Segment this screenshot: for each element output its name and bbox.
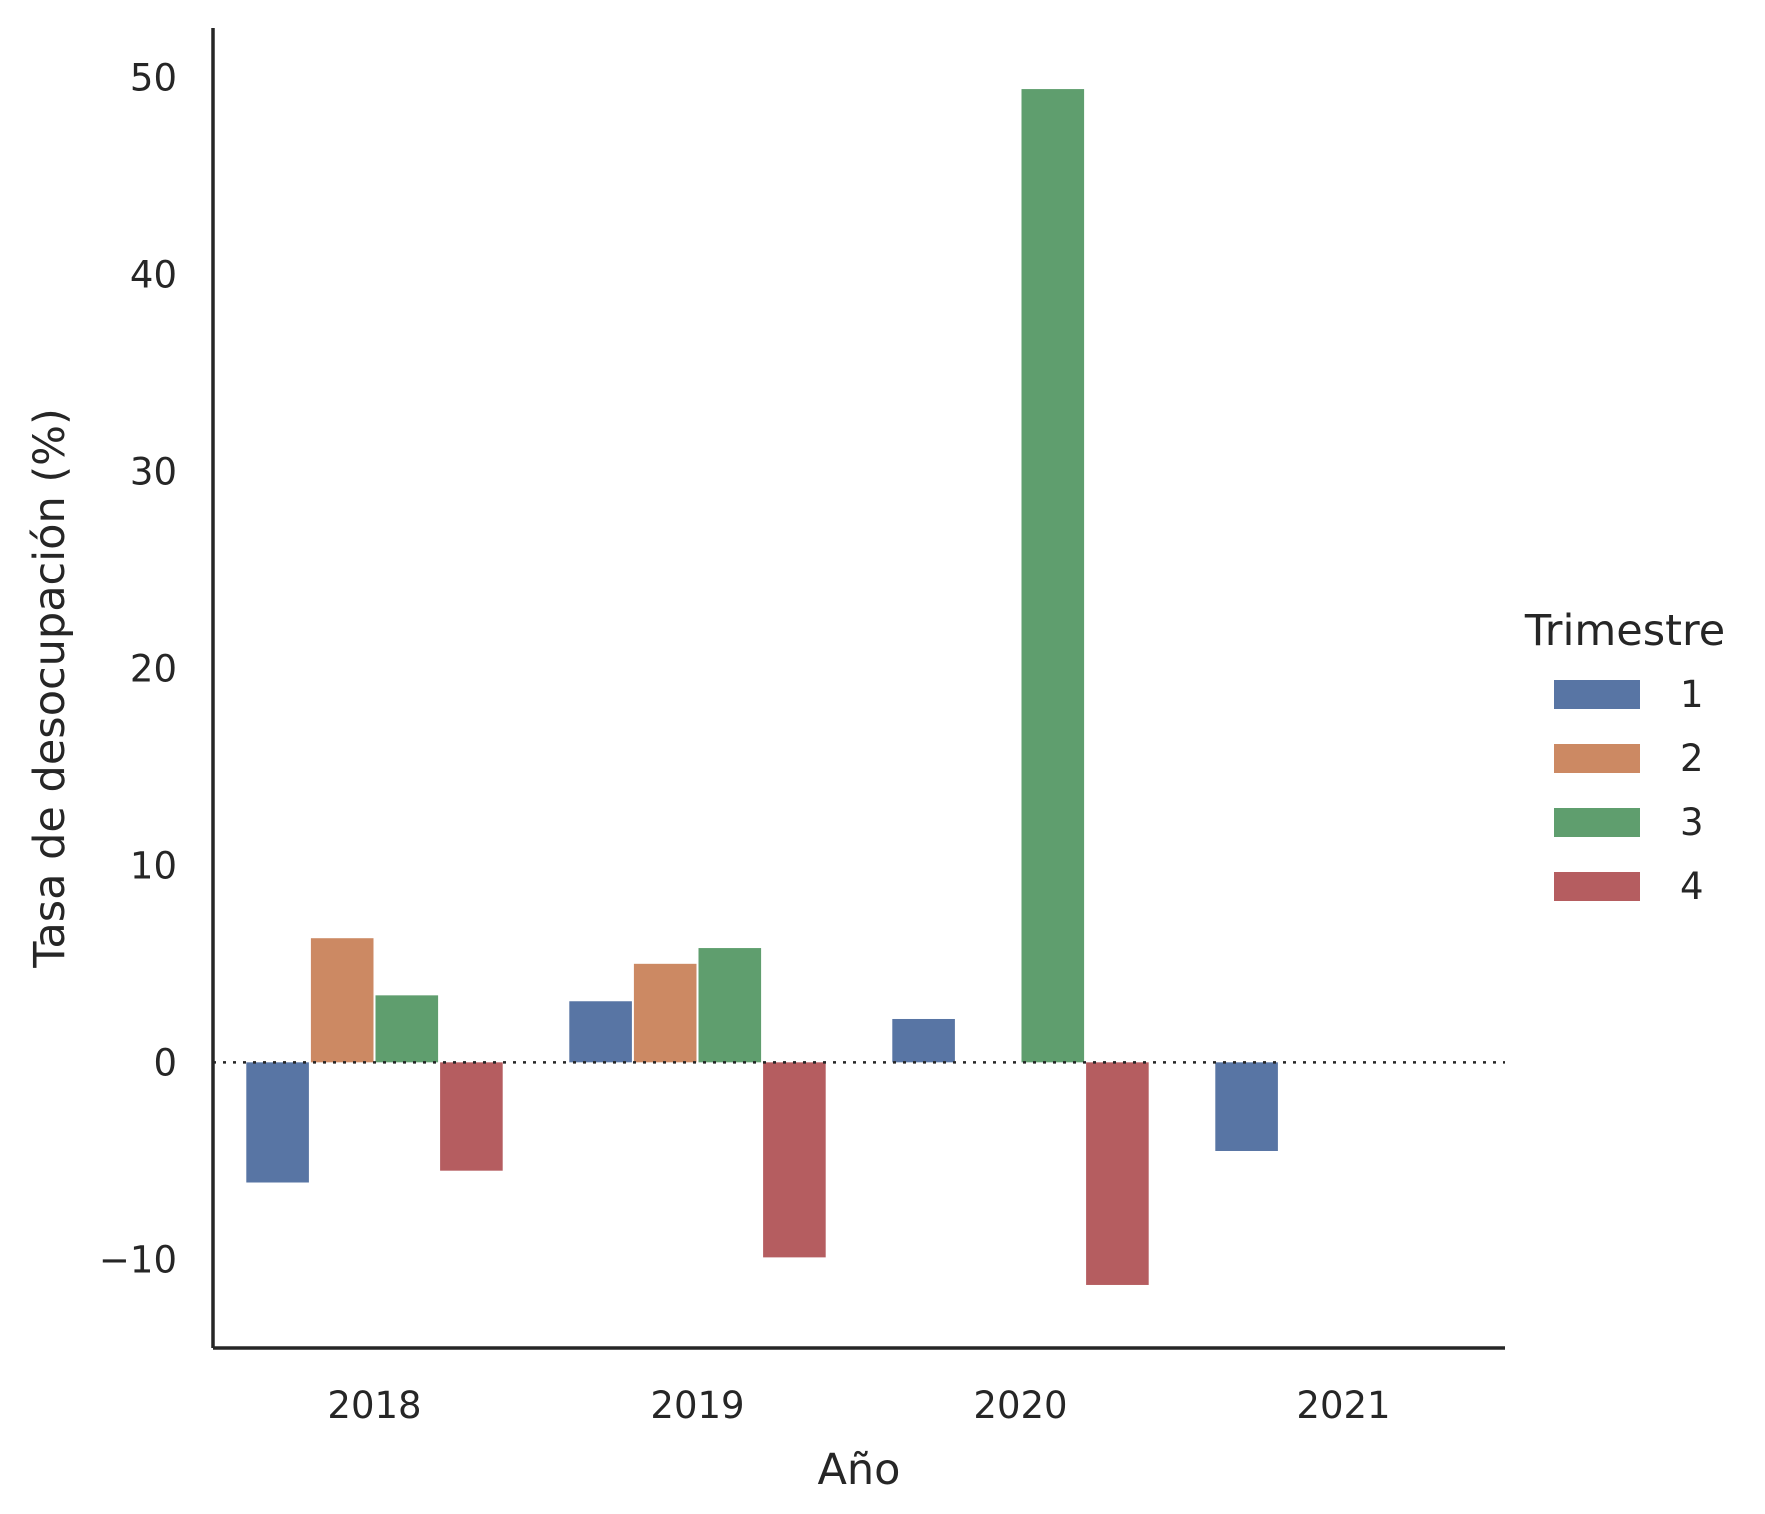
legend-swatch-1 — [1554, 680, 1640, 709]
y-tick-label: 0 — [153, 1041, 177, 1084]
x-axis-title: Año — [818, 1445, 901, 1495]
bar-2019-trimestre-4 — [763, 1062, 826, 1258]
x-tick-label: 2020 — [973, 1384, 1067, 1427]
x-tick-label: 2019 — [650, 1384, 744, 1427]
y-tick-label: 20 — [130, 647, 177, 690]
legend-label-4: 4 — [1680, 865, 1704, 908]
x-tick-label: 2018 — [327, 1384, 421, 1427]
legend: Trimestre 1 2 3 4 — [1524, 606, 1725, 908]
y-tick-label: 40 — [130, 253, 177, 296]
legend-label-3: 3 — [1680, 801, 1704, 844]
bar-2021-trimestre-1 — [1215, 1062, 1278, 1151]
bar-2018-trimestre-1 — [246, 1062, 309, 1183]
legend-title: Trimestre — [1524, 606, 1725, 656]
bar-2019-trimestre-2 — [633, 963, 697, 1063]
legend-swatch-2 — [1554, 744, 1640, 773]
bar-2018-trimestre-2 — [310, 938, 374, 1063]
legend-label-2: 2 — [1680, 737, 1704, 780]
bar-2018-trimestre-4 — [440, 1062, 503, 1171]
legend-swatch-4 — [1554, 872, 1640, 901]
y-tick-label: 10 — [130, 844, 177, 887]
bar-2019-trimestre-3 — [698, 948, 762, 1063]
bar-2020-trimestre-3 — [1021, 89, 1085, 1063]
y-tick-label: −10 — [99, 1238, 177, 1281]
bar-2019-trimestre-1 — [569, 1001, 632, 1063]
y-tick-label: 50 — [130, 56, 177, 99]
legend-swatch-3 — [1554, 808, 1640, 837]
x-axis-ticks: 2018 2019 2020 2021 — [327, 1384, 1390, 1427]
legend-label-1: 1 — [1680, 673, 1704, 716]
x-tick-label: 2021 — [1296, 1384, 1390, 1427]
bars-group — [246, 89, 1278, 1285]
y-tick-label: 30 — [130, 450, 177, 493]
bar-2020-trimestre-1 — [892, 1018, 955, 1063]
y-axis-ticks: −10 0 10 20 30 40 50 — [99, 56, 177, 1281]
bar-2018-trimestre-3 — [375, 995, 439, 1063]
y-axis-title: Tasa de desocupación (%) — [25, 408, 75, 969]
bar-2020-trimestre-4 — [1086, 1062, 1149, 1285]
